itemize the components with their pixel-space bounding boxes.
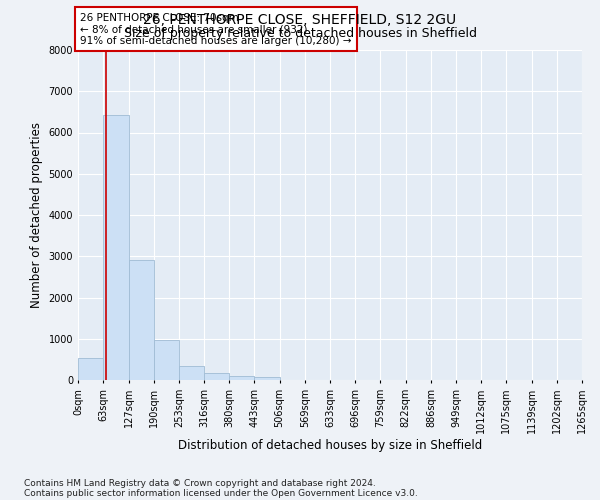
X-axis label: Distribution of detached houses by size in Sheffield: Distribution of detached houses by size … bbox=[178, 438, 482, 452]
Bar bbox=[103, 115, 128, 380]
Text: Size of property relative to detached houses in Sheffield: Size of property relative to detached ho… bbox=[124, 28, 476, 40]
Bar bbox=[204, 374, 229, 380]
Text: Contains HM Land Registry data © Crown copyright and database right 2024.: Contains HM Land Registry data © Crown c… bbox=[24, 478, 376, 488]
Bar bbox=[154, 340, 179, 380]
Bar bbox=[229, 376, 254, 380]
Text: 26, PENTHORPE CLOSE, SHEFFIELD, S12 2GU: 26, PENTHORPE CLOSE, SHEFFIELD, S12 2GU bbox=[143, 12, 457, 26]
Bar bbox=[179, 366, 204, 380]
Y-axis label: Number of detached properties: Number of detached properties bbox=[30, 122, 43, 308]
Bar bbox=[254, 378, 280, 380]
Text: 26 PENTHORPE CLOSE: 70sqm
← 8% of detached houses are smaller (932)
91% of semi-: 26 PENTHORPE CLOSE: 70sqm ← 8% of detach… bbox=[80, 12, 352, 46]
Bar bbox=[128, 260, 154, 380]
Bar bbox=[78, 358, 103, 380]
Text: Contains public sector information licensed under the Open Government Licence v3: Contains public sector information licen… bbox=[24, 488, 418, 498]
